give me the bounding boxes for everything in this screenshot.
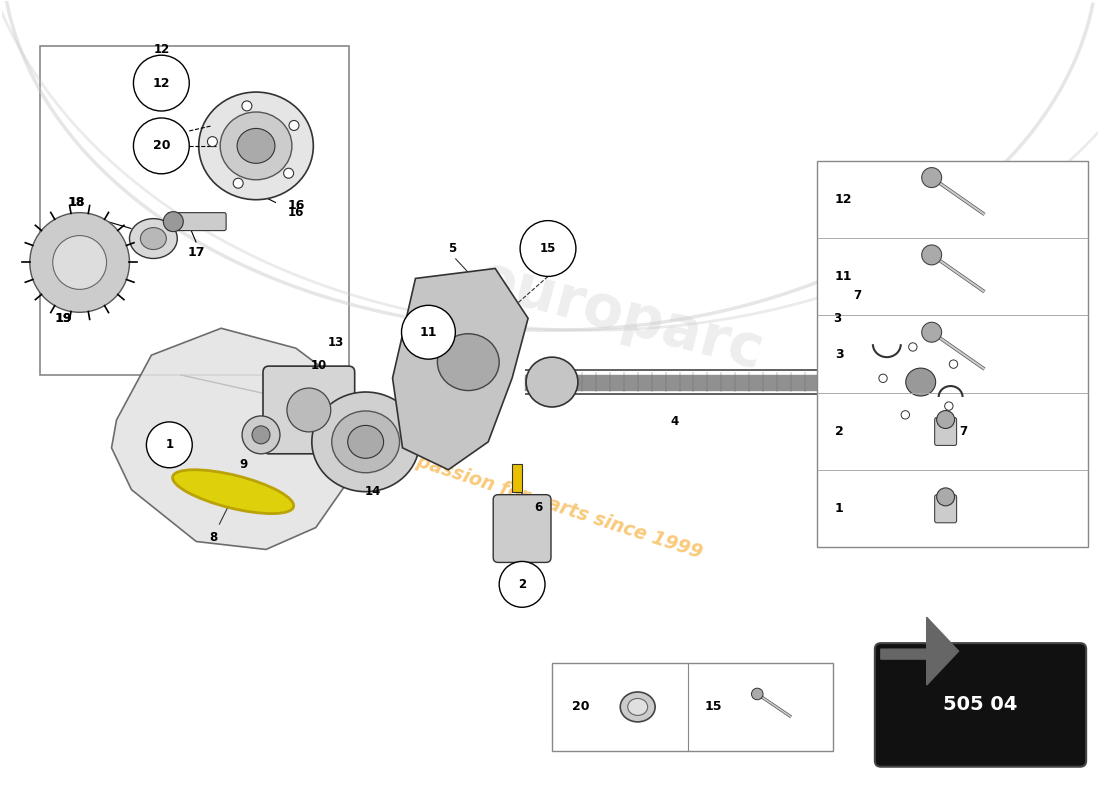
Text: 11: 11	[835, 270, 852, 283]
Ellipse shape	[173, 470, 294, 514]
Text: 16: 16	[288, 206, 304, 219]
Text: 5: 5	[448, 242, 456, 255]
Ellipse shape	[628, 698, 648, 715]
Ellipse shape	[332, 411, 399, 473]
FancyBboxPatch shape	[874, 643, 1086, 766]
Ellipse shape	[438, 334, 499, 390]
Text: 15: 15	[540, 242, 557, 255]
Text: 8: 8	[209, 531, 218, 544]
FancyBboxPatch shape	[167, 213, 227, 230]
Text: a passion for parts since 1999: a passion for parts since 1999	[396, 446, 704, 563]
Ellipse shape	[890, 353, 952, 411]
Text: 14: 14	[364, 485, 381, 498]
Circle shape	[284, 168, 294, 178]
Circle shape	[242, 101, 252, 111]
Circle shape	[208, 137, 218, 146]
Text: 16: 16	[287, 199, 305, 212]
Text: 6: 6	[534, 501, 542, 514]
Bar	[513, 464, 522, 492]
Ellipse shape	[199, 92, 314, 200]
Text: 505 04: 505 04	[944, 695, 1018, 714]
Ellipse shape	[141, 228, 166, 250]
Ellipse shape	[829, 356, 884, 409]
Text: europarc: europarc	[470, 250, 769, 381]
Circle shape	[133, 55, 189, 111]
Text: 3: 3	[833, 312, 842, 325]
Circle shape	[922, 168, 942, 187]
Circle shape	[287, 388, 331, 432]
Ellipse shape	[311, 392, 419, 492]
Circle shape	[751, 688, 763, 700]
FancyBboxPatch shape	[40, 46, 349, 375]
Text: 17: 17	[187, 246, 205, 259]
Text: 3: 3	[835, 348, 844, 361]
Circle shape	[402, 306, 455, 359]
Text: 2: 2	[518, 578, 526, 591]
Ellipse shape	[526, 357, 578, 407]
Ellipse shape	[348, 426, 384, 458]
FancyBboxPatch shape	[935, 418, 957, 446]
Text: 2: 2	[835, 425, 844, 438]
Polygon shape	[393, 269, 528, 470]
Text: 18: 18	[68, 196, 86, 209]
Text: 12: 12	[153, 77, 170, 90]
Ellipse shape	[870, 334, 971, 430]
Circle shape	[53, 235, 107, 290]
Text: 20: 20	[572, 701, 590, 714]
Ellipse shape	[238, 129, 275, 163]
Circle shape	[879, 374, 888, 382]
Circle shape	[30, 213, 130, 312]
Circle shape	[922, 322, 942, 342]
FancyBboxPatch shape	[935, 495, 957, 522]
Circle shape	[949, 360, 958, 368]
Text: 9: 9	[239, 458, 248, 471]
FancyBboxPatch shape	[552, 663, 833, 750]
Circle shape	[252, 426, 270, 444]
FancyBboxPatch shape	[263, 366, 354, 454]
Ellipse shape	[220, 112, 292, 180]
Circle shape	[945, 402, 953, 410]
Circle shape	[937, 410, 955, 429]
Circle shape	[499, 562, 544, 607]
Text: 7: 7	[852, 289, 861, 302]
Text: 12: 12	[835, 193, 852, 206]
Circle shape	[937, 488, 955, 506]
Text: 12: 12	[153, 42, 169, 56]
Text: 1: 1	[165, 438, 174, 451]
Text: 19: 19	[55, 312, 73, 325]
Circle shape	[909, 342, 917, 351]
Ellipse shape	[130, 218, 177, 258]
Polygon shape	[111, 328, 355, 550]
Circle shape	[901, 410, 910, 419]
Text: 7: 7	[959, 426, 968, 438]
Text: 18: 18	[68, 196, 85, 209]
Polygon shape	[881, 618, 958, 685]
Text: 4: 4	[670, 415, 679, 429]
Text: 20: 20	[153, 139, 170, 152]
Text: 1: 1	[835, 502, 844, 515]
Circle shape	[163, 212, 184, 231]
Ellipse shape	[620, 692, 656, 722]
Circle shape	[242, 416, 279, 454]
FancyBboxPatch shape	[493, 494, 551, 562]
Circle shape	[520, 221, 576, 277]
Text: 11: 11	[420, 326, 437, 338]
Text: 13: 13	[328, 336, 344, 349]
Ellipse shape	[905, 368, 936, 396]
Text: 15: 15	[704, 701, 722, 714]
Text: 10: 10	[310, 358, 327, 372]
Circle shape	[233, 178, 243, 188]
Circle shape	[289, 121, 299, 130]
Circle shape	[146, 422, 192, 468]
FancyBboxPatch shape	[817, 161, 1088, 547]
Circle shape	[133, 118, 189, 174]
Circle shape	[922, 245, 942, 265]
Text: 19: 19	[55, 312, 72, 325]
